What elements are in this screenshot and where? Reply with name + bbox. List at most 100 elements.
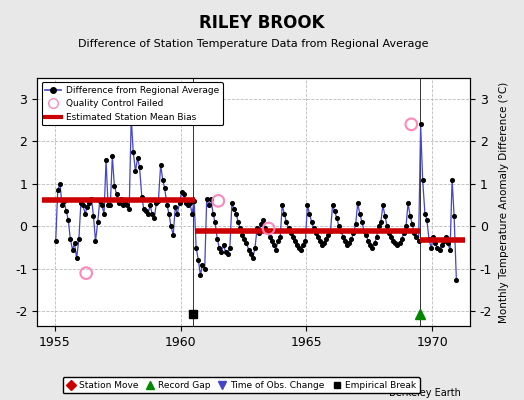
Point: [196, 272, 204, 278]
Point: [446, 246, 454, 253]
Point: [213, 236, 222, 242]
Legend: Difference from Regional Average, Quality Control Failed, Estimated Station Mean: Difference from Regional Average, Qualit…: [41, 82, 223, 125]
Point: [308, 219, 316, 225]
Point: [389, 238, 398, 244]
Point: [223, 251, 232, 257]
Point: [435, 246, 444, 253]
Point: [289, 234, 297, 240]
Point: [165, 210, 173, 217]
Point: [64, 217, 72, 223]
Point: [314, 234, 322, 240]
Point: [442, 234, 450, 240]
Point: [358, 219, 366, 225]
Point: [448, 176, 456, 183]
Point: [248, 255, 257, 262]
Point: [311, 230, 320, 236]
Point: [104, 202, 112, 208]
Point: [116, 196, 125, 202]
Point: [201, 266, 209, 272]
Point: [362, 232, 370, 238]
Point: [141, 208, 150, 215]
Point: [83, 204, 91, 210]
Point: [108, 153, 116, 160]
Point: [245, 246, 253, 253]
Point: [95, 198, 104, 204]
Point: [270, 242, 278, 249]
Title: Difference of Station Temperature Data from Regional Average: Difference of Station Temperature Data f…: [78, 39, 429, 49]
Point: [85, 200, 93, 206]
Point: [396, 240, 404, 246]
Point: [77, 200, 85, 206]
Point: [375, 223, 383, 230]
Point: [278, 202, 287, 208]
Point: [373, 234, 381, 240]
Point: [364, 238, 373, 244]
Point: [366, 242, 375, 249]
Point: [127, 115, 135, 121]
Point: [113, 191, 121, 198]
Point: [106, 202, 115, 208]
Point: [238, 232, 247, 238]
Point: [394, 242, 402, 249]
Point: [148, 210, 156, 217]
Point: [354, 200, 362, 206]
Point: [423, 217, 431, 223]
Point: [316, 238, 324, 244]
Point: [135, 164, 144, 170]
Point: [414, 238, 423, 244]
Point: [320, 240, 329, 246]
Point: [410, 230, 419, 236]
Point: [324, 232, 332, 238]
Point: [100, 210, 108, 217]
Point: [427, 244, 435, 251]
Point: [60, 198, 68, 204]
Point: [169, 232, 178, 238]
Point: [66, 236, 74, 242]
Point: [132, 168, 140, 174]
Point: [185, 200, 194, 206]
Point: [160, 185, 169, 191]
Point: [310, 225, 318, 232]
Point: [53, 187, 62, 194]
Point: [133, 155, 141, 162]
Point: [183, 202, 192, 208]
Point: [102, 157, 110, 164]
Point: [214, 198, 223, 204]
Point: [329, 202, 337, 208]
Y-axis label: Monthly Temperature Anomaly Difference (°C): Monthly Temperature Anomaly Difference (…: [499, 81, 509, 322]
Point: [259, 217, 268, 223]
Point: [234, 219, 243, 225]
Point: [425, 236, 433, 242]
Point: [381, 212, 389, 219]
Point: [242, 240, 250, 246]
Point: [81, 210, 90, 217]
Point: [297, 246, 305, 253]
Point: [265, 225, 273, 232]
Point: [176, 200, 184, 206]
Point: [419, 176, 427, 183]
Point: [383, 223, 391, 230]
Text: Berkeley Earth: Berkeley Earth: [389, 388, 461, 398]
Point: [220, 242, 228, 249]
Point: [158, 176, 167, 183]
Point: [391, 240, 400, 246]
Point: [51, 238, 60, 244]
Point: [266, 234, 274, 240]
Point: [173, 210, 181, 217]
Text: RILEY BROOK: RILEY BROOK: [199, 14, 325, 32]
Point: [295, 244, 303, 251]
Point: [188, 210, 196, 217]
Point: [152, 200, 160, 206]
Point: [62, 208, 71, 215]
Point: [350, 230, 358, 236]
Point: [267, 238, 276, 244]
Point: [119, 202, 127, 208]
Point: [139, 206, 148, 212]
Point: [261, 225, 269, 232]
Point: [431, 240, 440, 246]
Point: [72, 255, 81, 262]
Point: [226, 244, 234, 251]
Point: [438, 242, 446, 249]
Point: [241, 236, 249, 242]
Point: [114, 200, 123, 206]
